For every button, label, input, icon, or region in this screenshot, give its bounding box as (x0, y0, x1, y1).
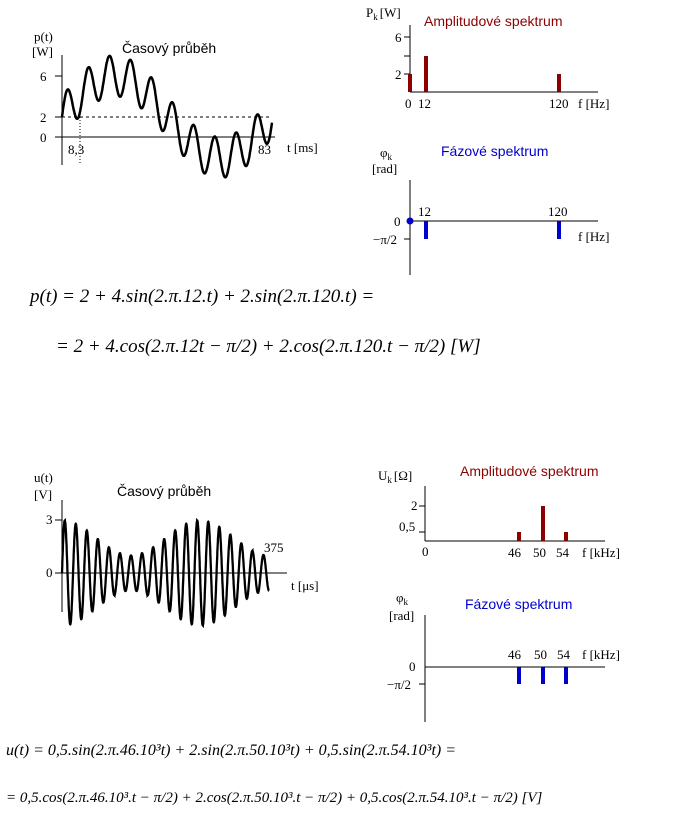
u-time-ytick-label-3: 3 (46, 512, 53, 527)
p-amp-bar-120hz (557, 74, 561, 92)
u-amp-ylabel: Uk [Ω] (378, 468, 412, 485)
p-time-ytick-label-2: 2 (40, 110, 47, 125)
p-time-chart: Časový průběh p(t) [W] 6 2 0 8,3 83 t [m… (32, 29, 318, 179)
u-time-xtick-label-375: 375 (264, 540, 284, 555)
u-phase-ytick-label-neg-pi2: −π/2 (387, 677, 411, 692)
p-amp-bar-12hz (424, 56, 428, 92)
p-formula-line-1: p(t) = 2 + 4.sin(2.π.12.t) + 2.sin(2.π.1… (30, 286, 375, 307)
u-phase-yunit: [rad] (389, 608, 414, 623)
p-time-ytick-label-6: 6 (40, 69, 47, 84)
p-phase-point-0hz (406, 217, 414, 225)
p-amp-ytick-label-6: 6 (395, 30, 402, 45)
p-time-ytick-label-0: 0 (40, 130, 47, 145)
p-time-yunit: [W] (32, 44, 53, 59)
p-phase-xtick-label-12: 12 (418, 204, 431, 219)
u-amp-ytick-label-2: 2 (411, 498, 418, 513)
u-phase-xlabel: f [kHz] (582, 647, 620, 662)
p-amp-xtick-label-12: 12 (418, 96, 431, 111)
p-amp-ytick-label-2: 2 (395, 67, 402, 82)
p-amp-xtick-label-120: 120 (549, 96, 569, 111)
u-phase-title: Fázové spektrum (465, 596, 572, 612)
u-time-chart: Časový průběh u(t) [V] 3 0 375 t [μs] (34, 470, 319, 629)
p-time-xtick-label-8-3: 8,3 (68, 142, 84, 157)
p-time-xlabel: t [ms] (287, 140, 318, 155)
p-time-title: Časový průběh (122, 40, 216, 56)
p-time-xtick-label-83: 83 (258, 142, 271, 157)
u-time-title: Časový průběh (117, 483, 211, 499)
u-phase-xtick-label-46: 46 (508, 647, 522, 662)
u-amp-xtick-label-0: 0 (422, 544, 429, 559)
u-phase-bar-50khz (541, 667, 545, 684)
p-phase-yunit: [rad] (372, 161, 397, 176)
p-amp-xlabel: f [Hz] (578, 96, 609, 111)
p-phase-ytick-label-neg-pi2: −π/2 (373, 232, 397, 247)
p-phase-xlabel: f [Hz] (578, 229, 609, 244)
u-amp-title: Amplitudové spektrum (460, 463, 599, 479)
p-phase-bar-12hz (424, 221, 428, 239)
u-time-yunit: [V] (34, 487, 52, 502)
p-time-ylabel: p(t) (34, 29, 53, 44)
p-amp-ylabel: Pk [W] (366, 5, 401, 22)
u-amp-bar-50khz (541, 506, 545, 541)
u-amp-xlabel: f [kHz] (582, 545, 620, 560)
u-phase-ytick-label-0: 0 (409, 659, 416, 674)
u-time-ylabel: u(t) (34, 470, 53, 485)
p-phase-xtick-label-120: 120 (548, 204, 568, 219)
p-formula-line-2: = 2 + 4.cos(2.π.12t − π/2) + 2.cos(2.π.1… (56, 336, 481, 357)
u-phase-ylabel: φk (396, 590, 409, 607)
u-amp-bar-54khz (564, 532, 568, 541)
u-phase-chart: φk [rad] Fázové spektrum 0 −π/2 46 50 54… (387, 590, 620, 722)
p-amplitude-chart: Pk [W] Amplitudové spektrum 6 2 0 12 120 … (366, 5, 609, 111)
p-amp-xtick-label-0: 0 (405, 96, 412, 111)
u-amp-bar-46khz (517, 532, 521, 541)
p-amp-title: Amplitudové spektrum (424, 13, 563, 29)
u-phase-bar-46khz (517, 667, 521, 684)
u-time-xlabel: t [μs] (291, 578, 319, 593)
u-phase-bar-54khz (564, 667, 568, 684)
u-phase-xtick-label-54: 54 (557, 647, 571, 662)
u-phase-xtick-label-50: 50 (534, 647, 547, 662)
u-time-series-line (60, 517, 270, 629)
p-phase-chart: φk [rad] Fázové spektrum 0 −π/2 12 120 f… (372, 143, 609, 275)
u-amp-xtick-label-54: 54 (556, 545, 570, 560)
u-amp-xtick-label-50: 50 (533, 545, 546, 560)
u-time-ytick-label-0: 0 (46, 565, 53, 580)
u-amp-ytick-label-0-5: 0,5 (399, 519, 415, 534)
p-phase-ylabel: φk (380, 145, 393, 162)
u-amp-xtick-label-46: 46 (508, 545, 522, 560)
p-phase-bar-120hz (557, 221, 561, 239)
p-amp-bar-0hz (408, 74, 412, 92)
p-phase-ytick-label-0: 0 (394, 214, 401, 229)
u-formula-line-2: = 0,5.cos(2.π.46.10³.t − π/2) + 2.cos(2.… (6, 790, 543, 806)
u-formula-line-1: u(t) = 0,5.sin(2.π.46.10³t) + 2.sin(2.π.… (6, 742, 457, 759)
p-time-series-line (60, 54, 274, 179)
u-amplitude-chart: Uk [Ω] Amplitudové spektrum 2 0,5 0 46 50… (378, 463, 620, 560)
p-phase-title: Fázové spektrum (441, 143, 548, 159)
